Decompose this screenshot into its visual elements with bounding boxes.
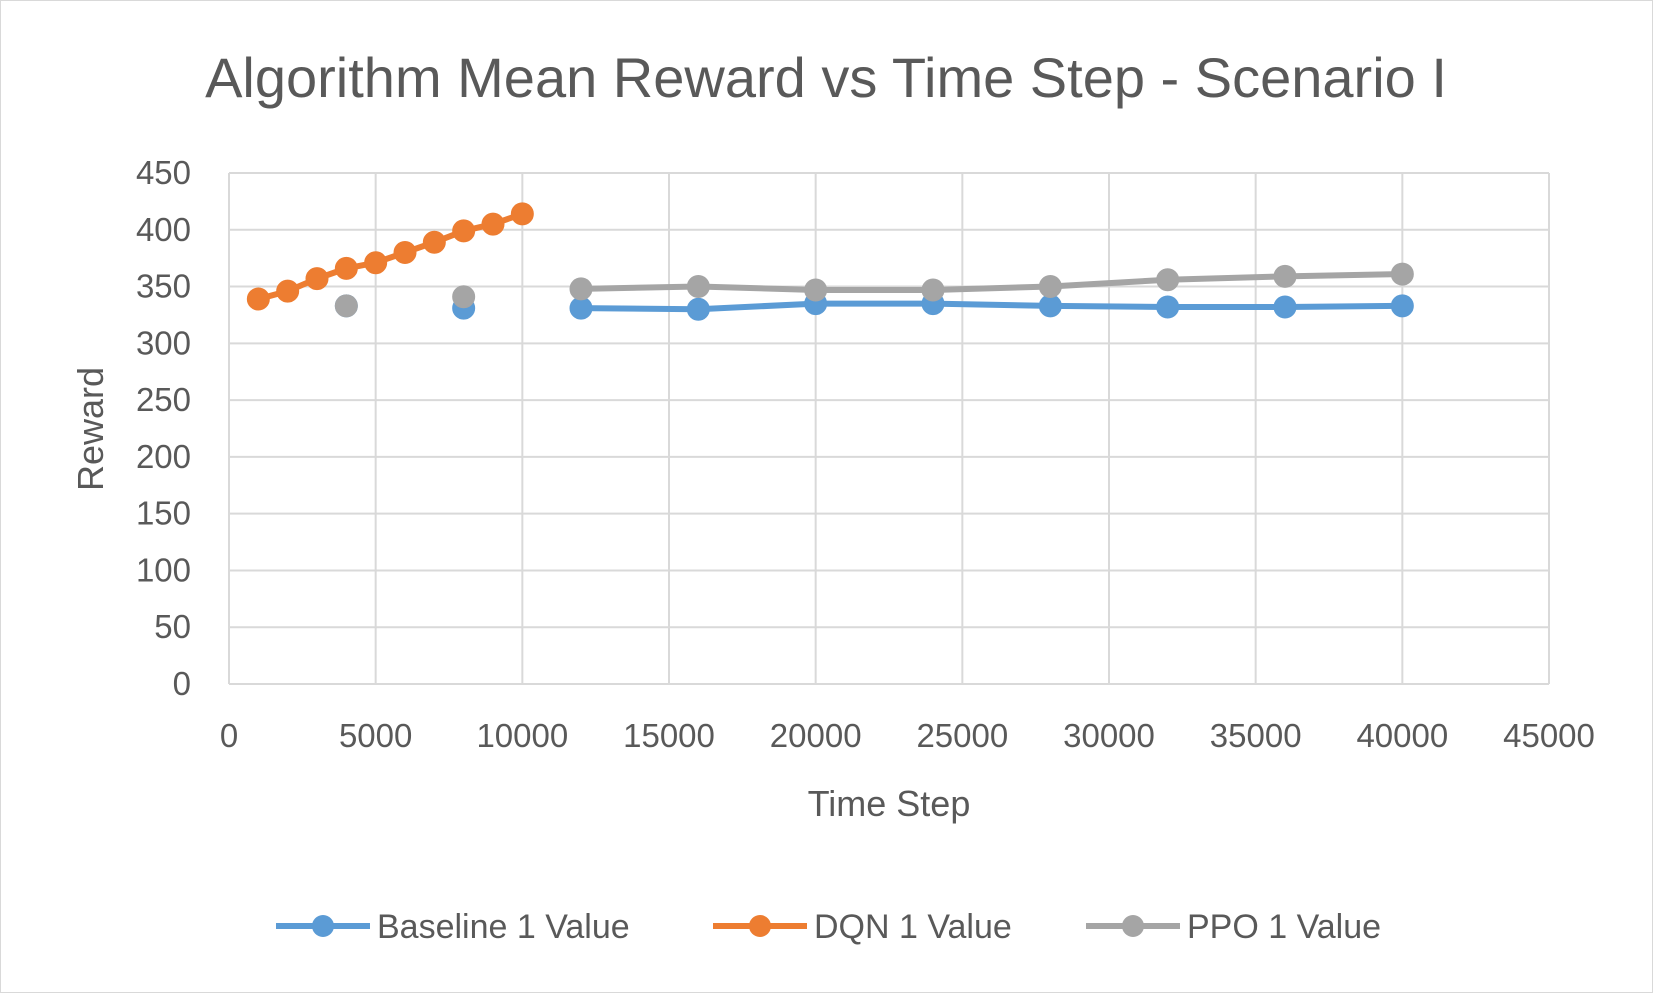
data-point-baseline-1-value [686,297,710,321]
legend-swatch-marker [749,915,771,937]
data-point-dqn-1-value [393,240,417,264]
series-baseline-1-value [334,292,1414,321]
data-point-ppo-1-value [804,278,828,302]
x-tick-label: 40000 [1356,717,1448,754]
series-line-dqn-1-value [257,211,524,302]
data-point-dqn-1-value [422,230,446,254]
legend-label: DQN 1 Value [814,908,1012,946]
legend-label: Baseline 1 Value [377,908,630,946]
y-tick-label: 0 [173,665,191,702]
x-axis-label: Time Step [808,783,971,824]
data-point-ppo-1-value [686,275,710,299]
x-tick-label: 35000 [1210,717,1302,754]
data-point-dqn-1-value [481,212,505,236]
x-tick-label: 20000 [770,717,862,754]
series-ppo-1-value [334,262,1414,318]
x-tick-label: 15000 [623,717,715,754]
data-point-baseline-1-value [569,296,593,320]
legend-label: PPO 1 Value [1187,908,1381,946]
data-point-ppo-1-value [1038,275,1062,299]
legend-swatch-marker [1122,915,1144,937]
series-line-ppo-1-value [580,271,1403,293]
y-tick-label: 150 [136,495,191,532]
data-point-dqn-1-value [510,202,534,226]
x-tick-label: 30000 [1063,717,1155,754]
y-tick-label: 50 [154,608,191,645]
x-tick-label: 25000 [916,717,1008,754]
series-dqn-1-value [246,202,534,311]
data-point-dqn-1-value [452,219,476,243]
y-tick-label: 350 [136,268,191,305]
y-axis-label: Reward [70,367,111,491]
legend-swatch-marker [312,915,334,937]
data-point-ppo-1-value [1156,268,1180,292]
series-line-baseline-1-value [580,300,1403,313]
data-point-dqn-1-value [276,279,300,303]
gridlines [229,172,1550,684]
data-point-ppo-1-value [334,294,358,318]
y-tick-label: 250 [136,381,191,418]
x-axis-tick-labels: 0 5000 10000 15000 20000 25000 30000 35000 40000… [220,717,1595,754]
data-point-baseline-1-value [1273,295,1297,319]
y-tick-label: 450 [136,154,191,191]
y-tick-label: 100 [136,551,191,588]
legend: Baseline 1 Value DQN 1 Value PPO 1 Value [276,908,1381,946]
data-point-baseline-1-value [1156,295,1180,319]
y-tick-label: 300 [136,324,191,361]
data-point-dqn-1-value [246,287,270,311]
chart-title: Algorithm Mean Reward vs Time Step - Sce… [205,46,1447,109]
x-tick-label: 45000 [1503,717,1595,754]
data-point-baseline-1-value [1038,294,1062,318]
data-point-dqn-1-value [305,267,329,291]
x-tick-label: 5000 [339,717,412,754]
legend-item-dqn-1-value: DQN 1 Value [713,908,1012,946]
data-point-dqn-1-value [334,256,358,280]
axes [228,173,1549,685]
data-point-ppo-1-value [1273,264,1297,288]
x-tick-label: 0 [220,717,238,754]
data-point-dqn-1-value [364,251,388,275]
legend-item-ppo-1-value: PPO 1 Value [1086,908,1381,946]
data-point-ppo-1-value [1390,262,1414,286]
data-point-ppo-1-value [452,285,476,309]
data-series [246,202,1414,321]
y-tick-label: 200 [136,438,191,475]
data-point-baseline-1-value [1390,294,1414,318]
y-axis-tick-labels: 0 50 100 150 200 250 300 350 400 450 [136,154,191,702]
data-point-ppo-1-value [921,278,945,302]
data-point-ppo-1-value [569,277,593,301]
x-tick-label: 10000 [476,717,568,754]
legend-item-baseline-1-value: Baseline 1 Value [276,908,630,946]
y-tick-label: 400 [136,211,191,248]
